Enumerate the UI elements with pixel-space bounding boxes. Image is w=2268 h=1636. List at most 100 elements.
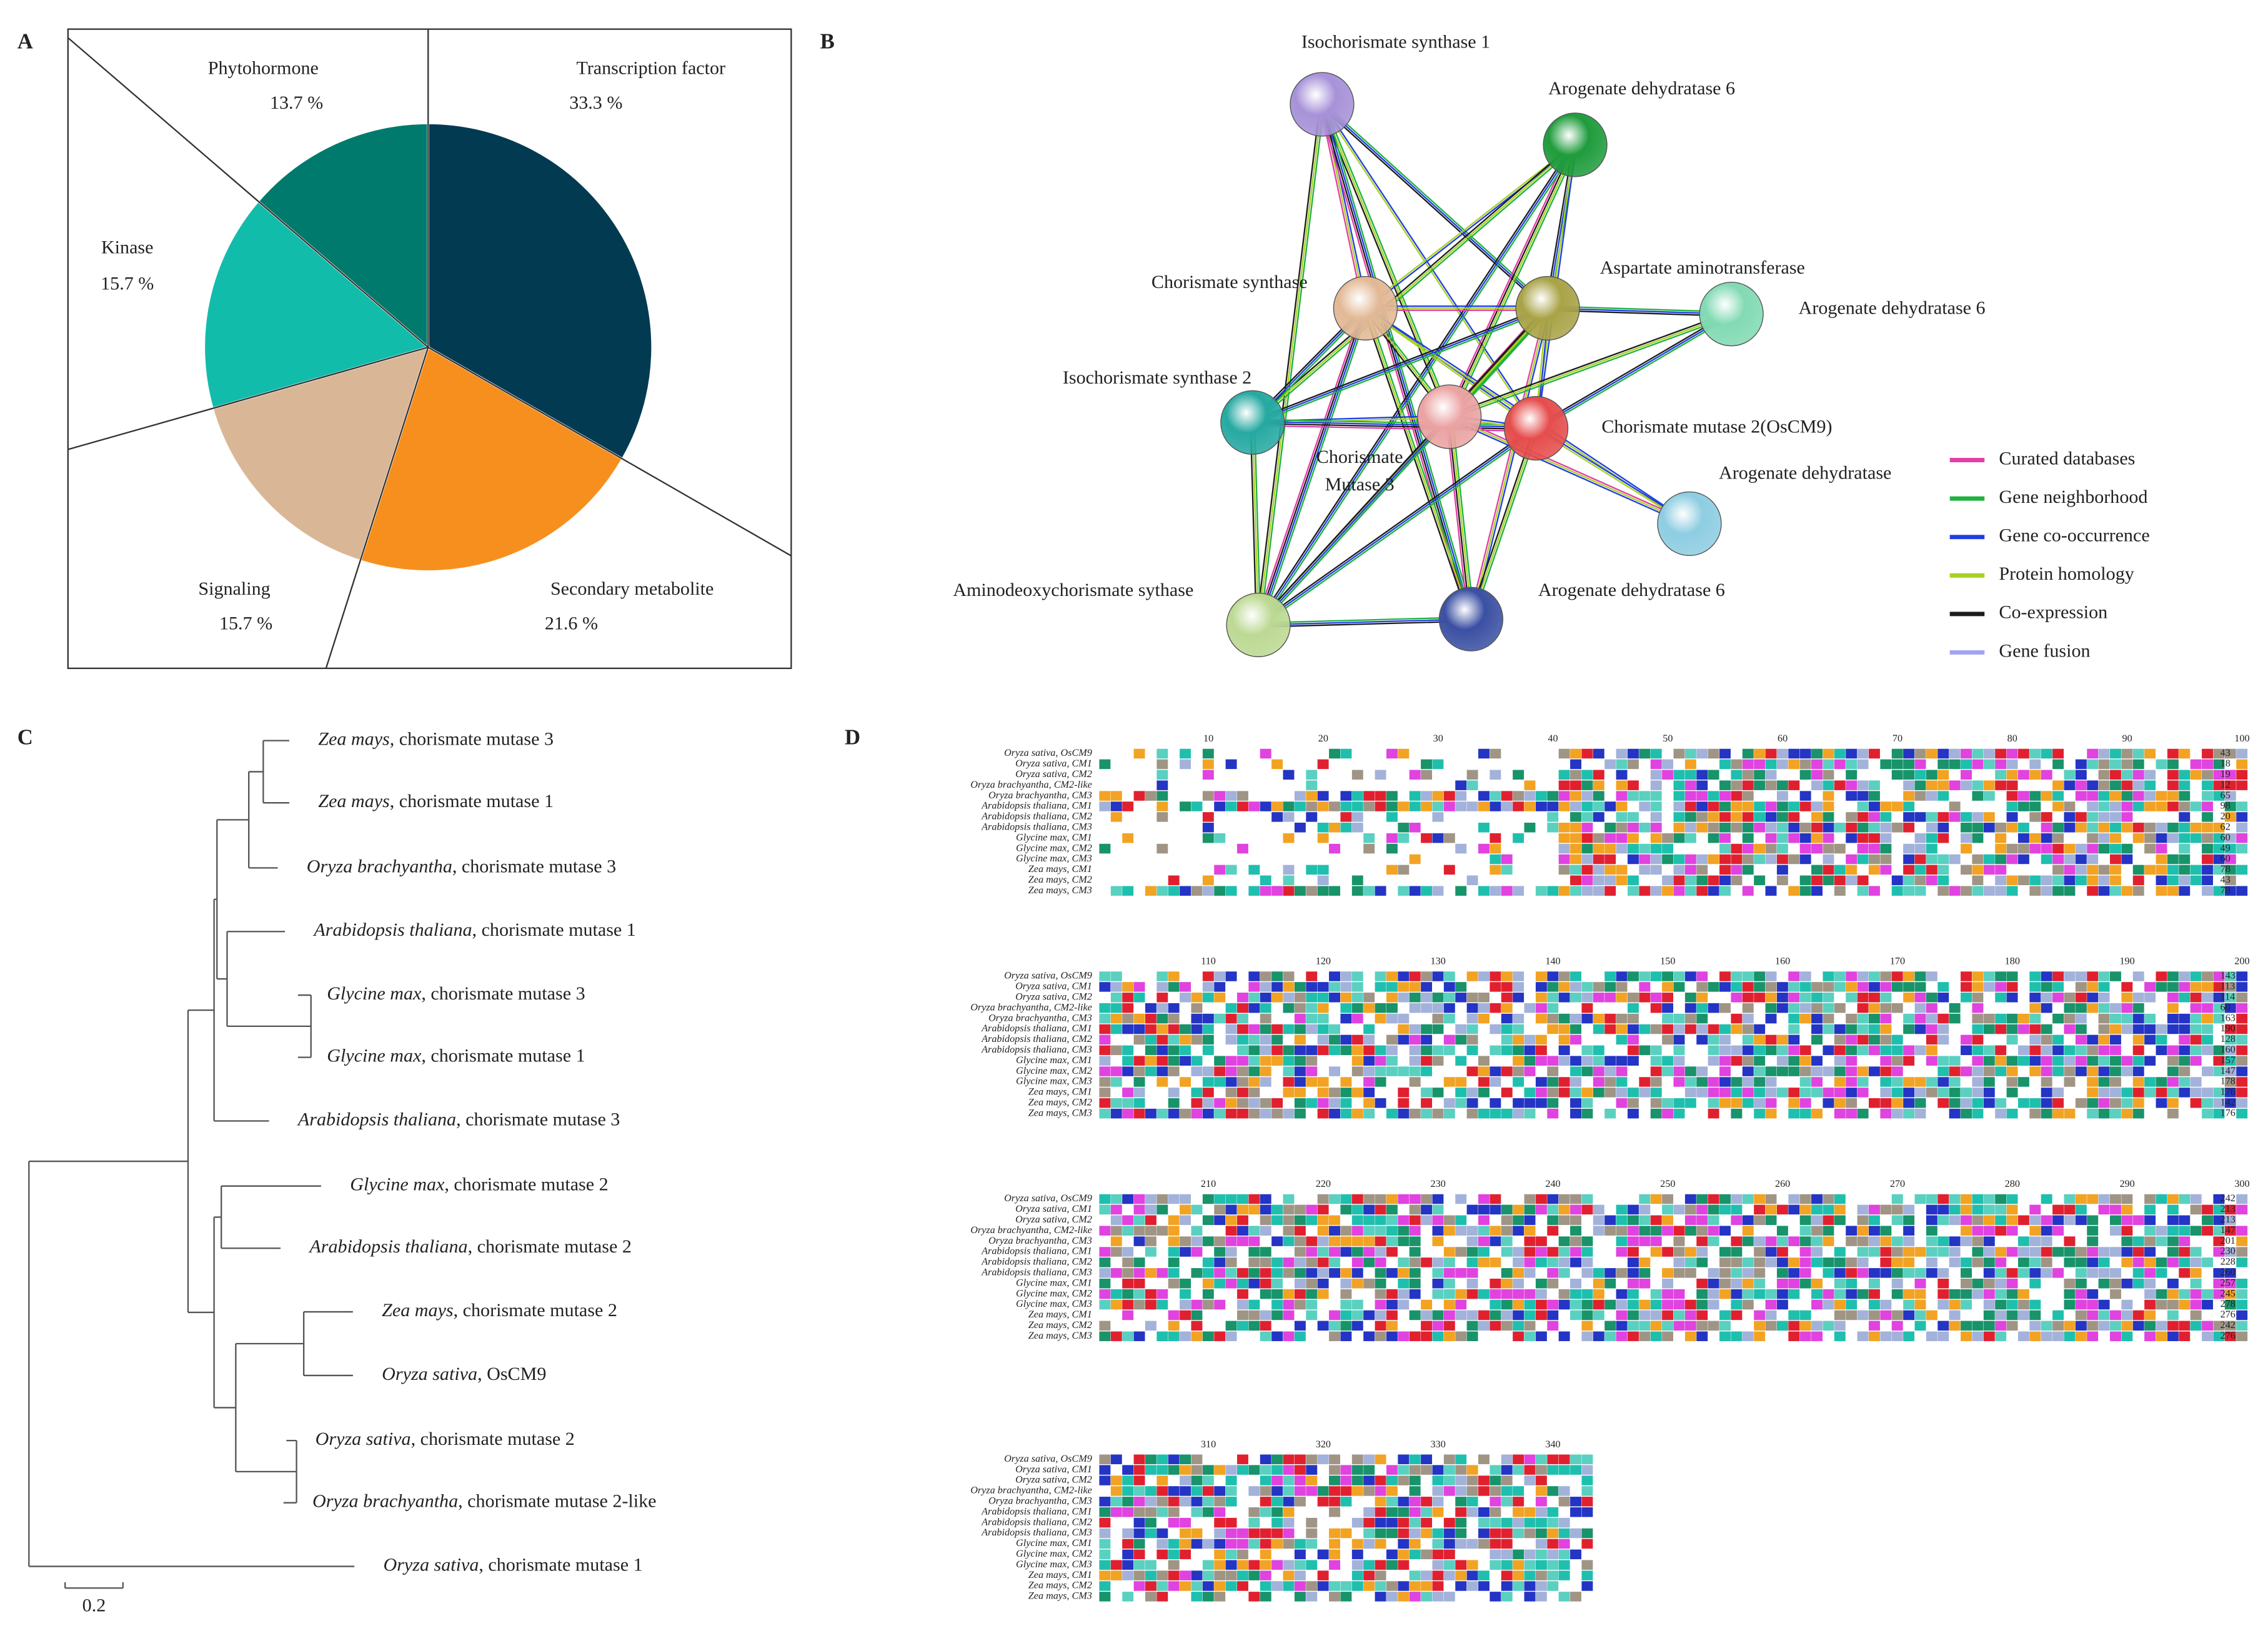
residue-cell — [1604, 1268, 1616, 1278]
residue-cell — [1248, 993, 1260, 1003]
residue-cell — [1156, 1024, 1168, 1034]
sequence-name: Glycine max, CM2 — [1016, 842, 1092, 853]
residue-cell — [1156, 1539, 1168, 1549]
sequence-end-number: 276 — [2221, 1330, 2236, 1341]
leaf-species: Glycine max — [327, 1045, 422, 1066]
residue-cell — [1937, 1098, 1949, 1108]
residue-cell — [1156, 843, 1168, 854]
residue-cell — [1363, 1066, 1375, 1076]
residue-cell — [1409, 1194, 1421, 1204]
residue-cell — [1926, 1226, 1937, 1236]
residue-cell — [1972, 1215, 1984, 1226]
residue-cell — [1972, 1034, 1984, 1045]
slice-value-label: 15.7 % — [101, 272, 154, 294]
residue-cell — [1731, 1310, 1743, 1321]
residue-cell — [1133, 1278, 1145, 1289]
residue-cell — [2179, 1215, 2191, 1226]
residue-cell — [1558, 1247, 1570, 1257]
residue-cell — [2167, 1077, 2179, 1087]
residue-cell — [1972, 1098, 1984, 1108]
position-number: 140 — [1545, 956, 1560, 967]
residue-cell — [1099, 1066, 1111, 1076]
residue-cell — [1776, 780, 1788, 790]
residue-cell — [1260, 1045, 1271, 1056]
residue-cell — [1283, 1497, 1295, 1507]
residue-cell — [1317, 791, 1329, 801]
residue-cell — [1799, 823, 1811, 833]
residue-cell — [2213, 1108, 2225, 1119]
residue-cell — [2213, 1331, 2225, 1341]
residue-cell — [1363, 1247, 1375, 1257]
residue-cell — [2121, 854, 2133, 865]
residue-cell — [1742, 1278, 1754, 1289]
residue-cell — [1145, 1465, 1156, 1475]
residue-cell — [2213, 993, 2225, 1003]
residue-cell — [1501, 1592, 1513, 1602]
residue-cell — [1914, 759, 1926, 770]
residue-cell — [2179, 1268, 2191, 1278]
residue-cell — [1995, 982, 2007, 992]
residue-cell — [1351, 812, 1363, 822]
residue-cell — [1248, 1257, 1260, 1267]
residue-cell — [1914, 833, 1926, 843]
residue-cell — [1283, 1517, 1295, 1528]
residue-cell — [1340, 1204, 1352, 1215]
residue-cell — [1513, 801, 1524, 811]
leaf-species: Zea mays — [318, 728, 389, 750]
residue-cell — [1857, 1331, 1869, 1341]
residue-cell — [1846, 982, 1858, 992]
residue-cell — [1156, 886, 1168, 896]
residue-cell — [1466, 1310, 1478, 1321]
residue-cell — [1891, 1331, 1903, 1341]
residue-cell — [1386, 748, 1398, 759]
residue-cell — [1501, 1549, 1513, 1560]
residue-cell — [1202, 1581, 1214, 1591]
residue-cell — [1340, 812, 1352, 822]
residue-cell — [1995, 865, 2007, 875]
residue-cell — [2075, 1034, 2087, 1045]
residue-cell — [1937, 1215, 1949, 1226]
residue-cell — [1260, 982, 1271, 992]
residue-cell — [1995, 875, 2007, 886]
residue-cell — [1570, 843, 1581, 854]
residue-cell — [1283, 1204, 1295, 1215]
residue-cell — [1731, 1278, 1743, 1289]
residue-cell — [1788, 1013, 1800, 1024]
residue-cell — [1524, 780, 1536, 790]
residue-cell — [1225, 1194, 1237, 1204]
residue-cell — [1294, 1475, 1306, 1485]
sequence-name: Oryza sativa, CM1 — [1015, 1464, 1092, 1475]
residue-cell — [1639, 1226, 1651, 1236]
residue-cell — [1168, 1310, 1180, 1321]
residue-cell — [1662, 1310, 1674, 1321]
residue-cell — [1627, 1331, 1639, 1341]
residue-cell — [2006, 971, 2018, 981]
residue-cell — [1949, 812, 1961, 822]
residue-cell — [1260, 1331, 1271, 1341]
residue-cell — [1880, 1013, 1892, 1024]
residue-cell — [1696, 865, 1708, 875]
residue-cell — [2052, 1013, 2064, 1024]
residue-cell — [1754, 1077, 1766, 1087]
residue-cell — [1972, 1045, 1984, 1056]
residue-cell — [1214, 1066, 1226, 1076]
residue-cell — [1260, 1268, 1271, 1278]
residue-cell — [1317, 1454, 1329, 1464]
residue-cell — [1363, 1088, 1375, 1098]
residue-cell — [1294, 1056, 1306, 1066]
residue-cell — [1903, 1331, 1915, 1341]
residue-cell — [1983, 1289, 1995, 1299]
residue-cell — [1490, 1045, 1501, 1056]
residue-cell — [2098, 1088, 2110, 1098]
residue-cell — [1133, 1226, 1145, 1236]
residue-cell — [1432, 1592, 1444, 1602]
residue-cell — [1823, 875, 1834, 886]
residue-cell — [2075, 1045, 2087, 1056]
residue-cell — [1673, 1321, 1685, 1331]
residue-cell — [1811, 1215, 1823, 1226]
residue-cell — [1558, 791, 1570, 801]
residue-cell — [2121, 982, 2133, 992]
residue-cell — [1513, 1268, 1524, 1278]
residue-cell — [2110, 791, 2121, 801]
residue-cell — [1846, 865, 1858, 875]
